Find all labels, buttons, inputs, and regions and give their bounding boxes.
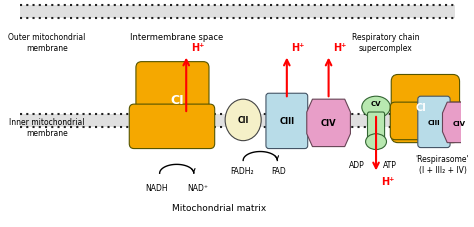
Text: Outer mitochondrial
membrane: Outer mitochondrial membrane <box>8 33 85 53</box>
Polygon shape <box>443 103 474 143</box>
Text: CIII: CIII <box>279 117 294 126</box>
FancyBboxPatch shape <box>266 94 308 149</box>
Ellipse shape <box>365 134 386 150</box>
Text: Intermembrane space: Intermembrane space <box>130 33 223 42</box>
Polygon shape <box>307 100 350 147</box>
Text: Respiratory chain
supercomplex: Respiratory chain supercomplex <box>352 33 419 53</box>
Text: Mitochondrial matrix: Mitochondrial matrix <box>173 203 266 212</box>
FancyBboxPatch shape <box>418 97 450 148</box>
FancyBboxPatch shape <box>367 113 384 144</box>
Ellipse shape <box>362 97 390 118</box>
Text: CV: CV <box>371 101 381 107</box>
FancyBboxPatch shape <box>390 103 468 140</box>
Text: H⁺: H⁺ <box>292 43 305 52</box>
Text: FAD: FAD <box>271 167 286 175</box>
Ellipse shape <box>225 100 261 141</box>
Text: ADP: ADP <box>349 161 365 170</box>
Text: H⁺: H⁺ <box>381 176 394 186</box>
Text: CI: CI <box>170 93 183 106</box>
Text: NADH: NADH <box>146 183 168 192</box>
Text: FADH₂: FADH₂ <box>230 167 254 175</box>
FancyBboxPatch shape <box>391 75 460 143</box>
Text: CI: CI <box>415 103 426 113</box>
FancyBboxPatch shape <box>129 105 215 149</box>
Bar <box>20 6 455 19</box>
Text: CIII: CIII <box>428 119 440 125</box>
Text: H⁺: H⁺ <box>333 43 346 52</box>
Bar <box>20 114 455 127</box>
Text: H⁺: H⁺ <box>191 43 204 52</box>
Text: 'Respirasome'
(I + III₂ + IV): 'Respirasome' (I + III₂ + IV) <box>416 154 469 175</box>
FancyBboxPatch shape <box>136 62 209 131</box>
Text: CII: CII <box>237 116 249 125</box>
Text: Inner mitochondrial
membrane: Inner mitochondrial membrane <box>9 117 84 137</box>
Text: NAD⁺: NAD⁺ <box>187 183 208 192</box>
Text: CIV: CIV <box>321 119 337 128</box>
Text: ATP: ATP <box>383 161 397 170</box>
Text: CIV: CIV <box>453 120 466 126</box>
